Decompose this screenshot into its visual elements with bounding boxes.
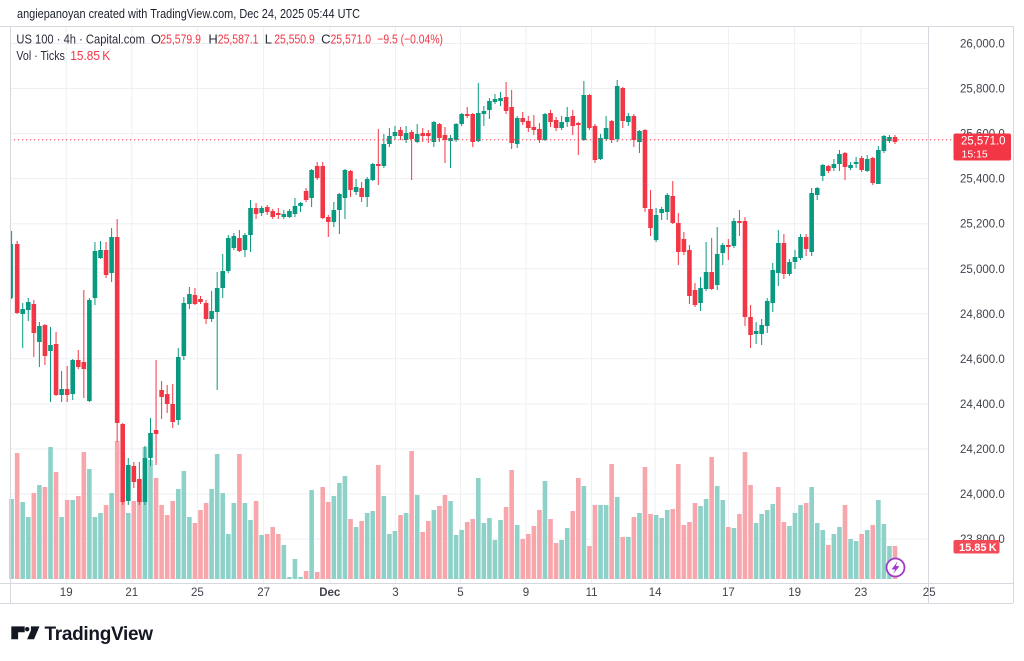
svg-text:25,000.0: 25,000.0: [960, 264, 1005, 276]
svg-text:25,400.0: 25,400.0: [960, 174, 1005, 186]
svg-text:C: C: [321, 32, 330, 47]
svg-text:angiepanoyan created with Trad: angiepanoyan created with TradingView.co…: [17, 7, 360, 21]
svg-text:17: 17: [722, 587, 735, 599]
svg-text:25,579.9: 25,579.9: [160, 32, 201, 47]
svg-text:US 100 · 4h · Capital.com: US 100 · 4h · Capital.com: [16, 32, 145, 47]
svg-text:O: O: [151, 32, 161, 47]
svg-text:23: 23: [855, 587, 868, 599]
svg-text:15.85 K: 15.85 K: [70, 48, 110, 63]
svg-text:9: 9: [523, 587, 529, 599]
svg-text:19: 19: [60, 587, 73, 599]
svg-text:24,600.0: 24,600.0: [960, 354, 1005, 366]
svg-text:19: 19: [788, 587, 801, 599]
svg-text:24,000.0: 24,000.0: [960, 489, 1005, 501]
svg-text:25,587.1: 25,587.1: [218, 32, 259, 47]
svg-text:24,800.0: 24,800.0: [960, 309, 1005, 321]
svg-text:11: 11: [586, 587, 598, 599]
svg-text:25,550.9: 25,550.9: [274, 32, 315, 47]
svg-text:25,200.0: 25,200.0: [960, 219, 1005, 231]
svg-text:Dec: Dec: [319, 587, 341, 599]
svg-text:26,000.0: 26,000.0: [960, 39, 1005, 51]
svg-text:24,400.0: 24,400.0: [960, 399, 1005, 411]
svg-text:25,571.0: 25,571.0: [961, 136, 1006, 148]
svg-text:15.85 K: 15.85 K: [959, 542, 997, 554]
svg-text:H: H: [208, 32, 217, 47]
svg-text:3: 3: [392, 587, 398, 599]
svg-text:TradingView: TradingView: [45, 624, 154, 645]
svg-text:21: 21: [125, 587, 138, 599]
svg-text:14: 14: [649, 587, 662, 599]
svg-text:25,571.0: 25,571.0: [331, 32, 372, 47]
svg-text:25,800.0: 25,800.0: [960, 84, 1005, 96]
svg-text:L: L: [265, 32, 272, 47]
svg-text:Vol · Ticks: Vol · Ticks: [16, 48, 65, 63]
svg-text:−9.5 (−0.04%): −9.5 (−0.04%): [377, 32, 443, 47]
svg-text:15:15: 15:15: [962, 149, 988, 161]
svg-text:27: 27: [257, 587, 270, 599]
svg-text:25: 25: [191, 587, 204, 599]
svg-text:5: 5: [457, 587, 463, 599]
svg-text:25: 25: [923, 587, 936, 599]
svg-text:24,200.0: 24,200.0: [960, 444, 1005, 456]
